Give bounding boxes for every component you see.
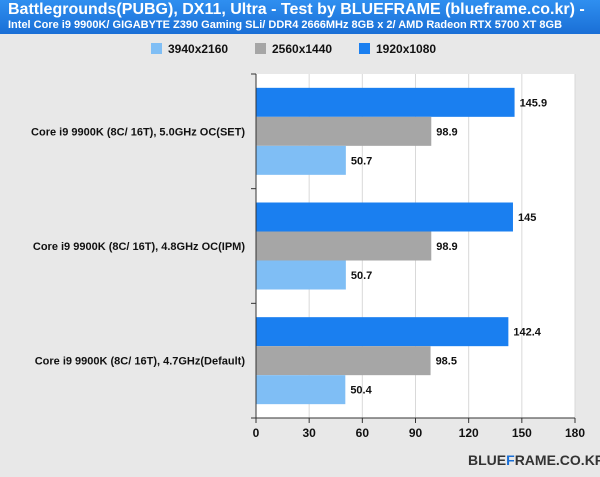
brand-part-rest: RAME.CO.KR bbox=[514, 452, 600, 468]
category-label-0: Core i9 9900K (8C/ 16T), 5.0GHz OC(SET) bbox=[31, 126, 245, 138]
legend-label-1920x1080: 1920x1080 bbox=[376, 42, 436, 56]
data-label-3940x2160-0: 50.7 bbox=[351, 155, 372, 167]
bar-3940x2160-2 bbox=[256, 375, 346, 405]
bar-1920x1080-2 bbox=[256, 317, 509, 347]
data-label-2560x1440-0: 98.9 bbox=[436, 126, 457, 138]
bar-2560x1440-0 bbox=[256, 116, 432, 146]
x-tick-label-3: 90 bbox=[409, 426, 423, 440]
legend-label-2560x1440: 2560x1440 bbox=[272, 42, 332, 56]
data-label-3940x2160-1: 50.7 bbox=[351, 270, 372, 282]
legend-swatch-3940x2160 bbox=[151, 43, 162, 54]
bar-3940x2160-1 bbox=[256, 260, 346, 290]
bar-2560x1440-2 bbox=[256, 346, 431, 376]
chart-title: Battlegrounds(PUBG), DX11, Ultra - Test … bbox=[8, 1, 585, 18]
x-tick-label-0: 0 bbox=[253, 426, 260, 440]
brand-part-blue: BLUE bbox=[468, 452, 507, 468]
data-label-1920x1080-1: 145 bbox=[518, 212, 536, 224]
category-label-1: Core i9 9900K (8C/ 16T), 4.8GHz OC(IPM) bbox=[33, 241, 245, 253]
bar-3940x2160-0 bbox=[256, 145, 346, 175]
x-tick-label-2: 60 bbox=[356, 426, 370, 440]
x-tick-label-1: 30 bbox=[302, 426, 316, 440]
x-tick-label-6: 180 bbox=[565, 426, 585, 440]
data-label-1920x1080-0: 145.9 bbox=[520, 97, 548, 109]
x-tick-label-5: 150 bbox=[512, 426, 532, 440]
brand-logo: BLUEFRAME.CO.KR bbox=[468, 452, 600, 468]
category-label-2: Core i9 9900K (8C/ 16T), 4.7GHz(Default) bbox=[35, 356, 246, 368]
bar-1920x1080-1 bbox=[256, 202, 513, 232]
title-bar: Battlegrounds(PUBG), DX11, Ultra - Test … bbox=[0, 0, 600, 34]
chart-subtitle: Intel Core i9 9900K/ GIGABYTE Z390 Gamin… bbox=[8, 19, 563, 31]
data-label-2560x1440-1: 98.9 bbox=[436, 241, 457, 253]
bar-1920x1080-0 bbox=[256, 87, 515, 117]
x-tick-label-4: 120 bbox=[459, 426, 479, 440]
bar-2560x1440-1 bbox=[256, 231, 432, 261]
data-label-2560x1440-2: 98.5 bbox=[436, 356, 457, 368]
legend-label-3940x2160: 3940x2160 bbox=[168, 42, 228, 56]
data-label-3940x2160-2: 50.4 bbox=[350, 385, 372, 397]
data-label-1920x1080-2: 142.4 bbox=[513, 327, 541, 339]
legend-swatch-1920x1080 bbox=[359, 43, 370, 54]
legend-swatch-2560x1440 bbox=[255, 43, 266, 54]
brand-part-f: F bbox=[506, 452, 515, 468]
